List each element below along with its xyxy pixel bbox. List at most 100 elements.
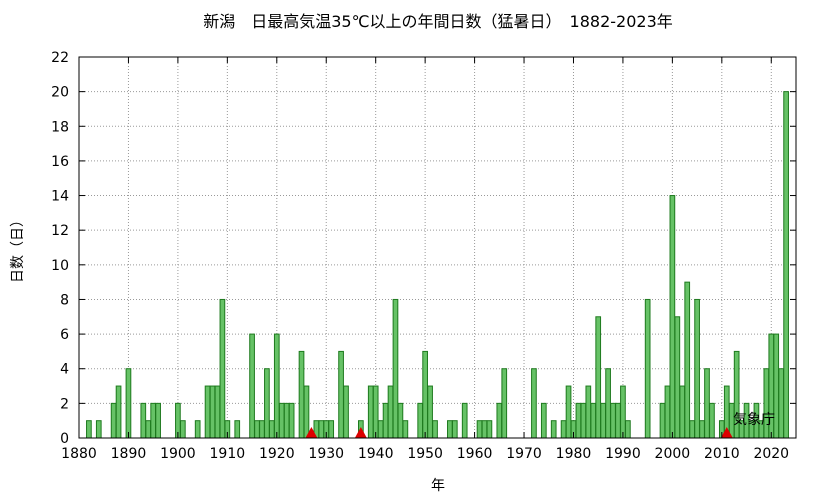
marker-layer [305, 427, 733, 438]
bar-1884 [95, 420, 102, 439]
bar-1906 [204, 385, 211, 439]
bar-1984 [590, 402, 597, 439]
relocation-marker-1937 [354, 427, 367, 438]
x-tick-label: 2010 [704, 446, 740, 462]
x-tick-label: 1970 [506, 446, 542, 462]
bar-1990 [620, 385, 626, 439]
y-tick-label: 6 [60, 327, 69, 343]
bar-1912 [234, 420, 241, 439]
bar-2003 [684, 281, 691, 439]
bar-2005 [694, 298, 700, 439]
y-tick-label: 4 [60, 362, 69, 378]
bar-1919 [268, 420, 275, 439]
bar-2002 [679, 385, 686, 439]
bar-1894 [145, 420, 152, 439]
bar-1956 [451, 420, 458, 439]
bar-1979 [565, 385, 572, 439]
bar-1896 [155, 402, 161, 439]
bar-1958 [461, 402, 468, 439]
y-tick-label: 14 [51, 189, 69, 205]
bar-1982 [580, 402, 587, 439]
bar-1901 [179, 420, 186, 439]
x-tick-label: 1980 [556, 446, 592, 462]
x-tick-label: 1890 [111, 446, 147, 462]
bar-1974 [540, 402, 547, 439]
bar-1952 [432, 420, 438, 439]
chart-title: 新潟 日最高気温35℃以上の年間日数（猛暑日） 1882-2023年 [203, 12, 673, 31]
bar-1944 [392, 298, 399, 439]
y-tick-label: 10 [51, 258, 69, 274]
y-tick-label: 0 [60, 431, 69, 447]
x-tick-label: 1950 [407, 446, 443, 462]
bar-1917 [259, 420, 265, 439]
bar-1904 [194, 420, 201, 439]
bar-1893 [140, 402, 147, 439]
bar-1926 [303, 385, 310, 439]
bar-1985 [595, 316, 602, 439]
bar-1949 [417, 402, 424, 439]
source-label: 気象庁 [733, 412, 775, 428]
bar-1908 [214, 385, 221, 439]
bar-1983 [585, 385, 592, 439]
y-tick-label: 20 [51, 85, 69, 101]
bar-2000 [669, 195, 676, 439]
y-tick-label: 8 [60, 292, 69, 308]
bar-1978 [560, 420, 567, 439]
bar-1987 [605, 368, 611, 439]
relocation-marker-2011 [720, 427, 733, 438]
bar-1965 [496, 402, 503, 439]
bar-1951 [427, 385, 433, 439]
bar-1925 [298, 350, 305, 439]
bar-1907 [209, 385, 216, 439]
bar-1934 [343, 385, 349, 439]
bar-2004 [689, 420, 696, 439]
bar-1923 [288, 402, 295, 439]
bar-1981 [575, 402, 582, 439]
bar-1972 [531, 368, 537, 439]
x-tick-label: 1900 [160, 446, 196, 462]
x-tick-label: 1930 [308, 446, 344, 462]
y-tick-label: 16 [51, 154, 69, 170]
bar-1962 [481, 420, 488, 439]
bar-2022 [778, 368, 785, 439]
bar-1939 [367, 385, 374, 439]
bar-1986 [600, 402, 607, 439]
bar-1895 [150, 402, 157, 439]
bar-1890 [125, 368, 132, 439]
bar-1988 [610, 402, 616, 439]
x-tick-label: 1990 [605, 446, 641, 462]
bar-1955 [447, 420, 453, 439]
bar-1918 [264, 368, 270, 439]
bar-1989 [615, 402, 621, 439]
bar-2006 [699, 420, 705, 439]
plot-frame [78, 56, 797, 439]
bar-1999 [664, 385, 671, 439]
y-tick-label: 2 [60, 396, 69, 412]
x-tick-label: 2020 [753, 446, 789, 462]
bar-1882 [86, 420, 92, 439]
bar-1940 [372, 385, 379, 439]
relocation-marker-1927 [305, 427, 318, 438]
bar-1991 [625, 420, 631, 439]
bar-1922 [283, 402, 290, 439]
y-tick-label: 12 [51, 223, 69, 239]
bar-1887 [110, 402, 117, 439]
bar-2008 [709, 402, 715, 439]
bar-1976 [550, 420, 557, 439]
bar-1933 [338, 350, 344, 439]
bar-1920 [273, 333, 280, 439]
bar-1950 [422, 350, 428, 439]
x-tick-label: 1940 [358, 446, 394, 462]
bar-1929 [318, 420, 325, 439]
bar-1921 [278, 402, 285, 439]
x-tick-label: 2000 [655, 446, 691, 462]
bar-1995 [644, 298, 651, 439]
bar-1963 [486, 420, 493, 439]
bar-1916 [254, 420, 260, 439]
x-tick-label: 1880 [61, 446, 97, 462]
bar-1946 [402, 420, 409, 439]
y-axis-title: 日数（日） [10, 213, 26, 283]
bar-2007 [704, 368, 710, 439]
